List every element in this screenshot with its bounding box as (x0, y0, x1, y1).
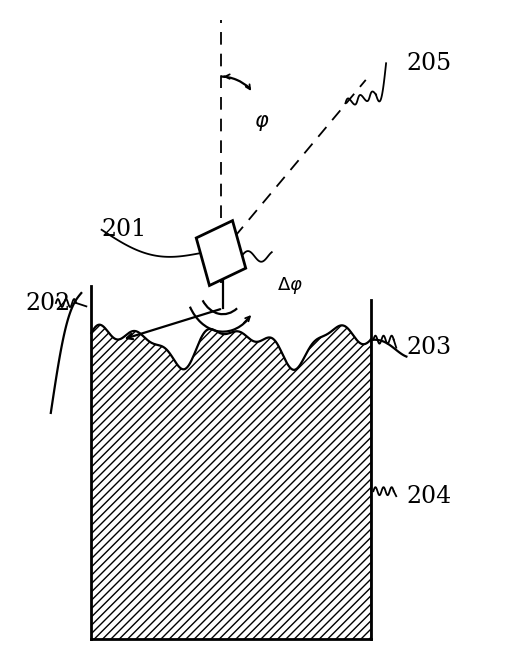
Text: 203: 203 (406, 336, 452, 359)
Text: $\varphi$: $\varphi$ (254, 113, 269, 133)
Text: 205: 205 (406, 52, 452, 75)
Polygon shape (196, 220, 246, 286)
Text: $\Delta\varphi$: $\Delta\varphi$ (277, 274, 303, 296)
Text: 202: 202 (25, 292, 71, 314)
Text: 201: 201 (102, 218, 147, 241)
Text: 204: 204 (406, 485, 452, 507)
